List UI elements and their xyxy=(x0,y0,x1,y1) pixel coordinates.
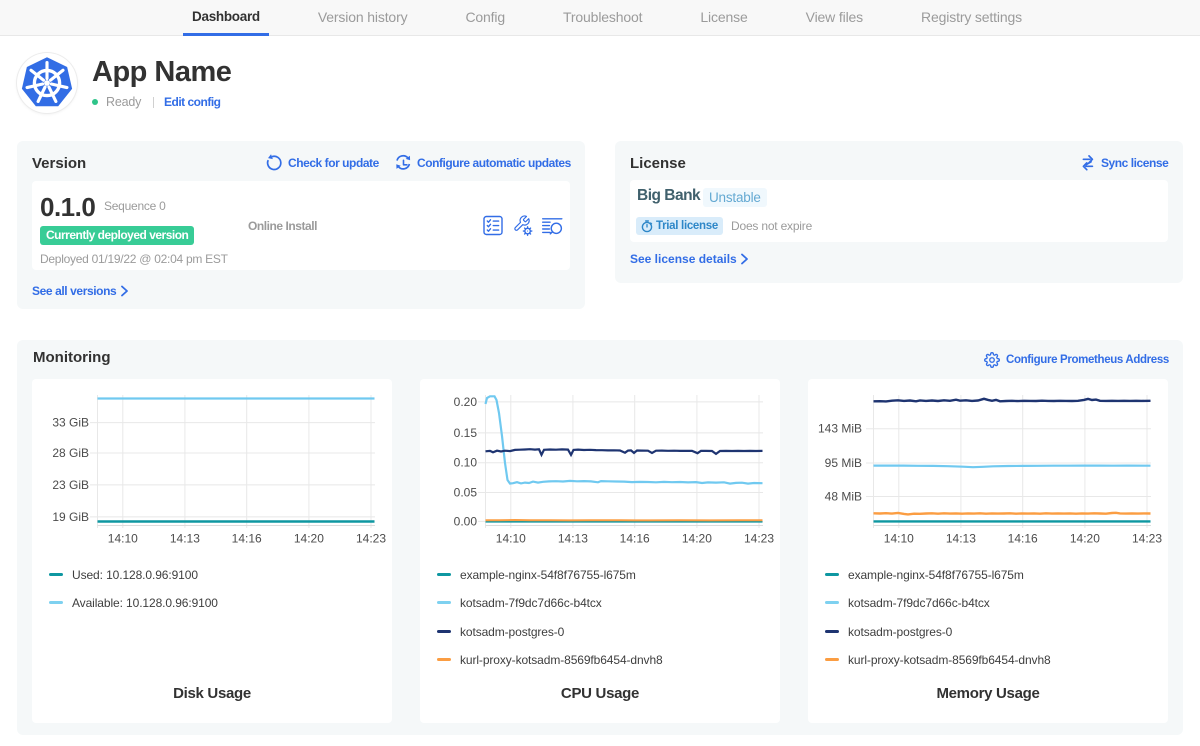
svg-text:14:10: 14:10 xyxy=(496,532,526,546)
svg-text:14:10: 14:10 xyxy=(108,532,138,546)
svg-text:0.05: 0.05 xyxy=(454,486,478,500)
svg-text:14:23: 14:23 xyxy=(356,532,386,546)
svg-text:143 MiB: 143 MiB xyxy=(818,422,862,436)
svg-text:28 GiB: 28 GiB xyxy=(52,446,89,460)
svg-text:95 MiB: 95 MiB xyxy=(825,456,862,470)
svg-text:33 GiB: 33 GiB xyxy=(52,416,89,430)
svg-text:14:13: 14:13 xyxy=(946,532,976,546)
svg-text:0.10: 0.10 xyxy=(454,456,478,470)
svg-text:14:23: 14:23 xyxy=(744,532,774,546)
svg-text:14:20: 14:20 xyxy=(1070,532,1100,546)
svg-text:14:13: 14:13 xyxy=(170,532,200,546)
svg-text:0.15: 0.15 xyxy=(454,426,478,440)
svg-text:23 GiB: 23 GiB xyxy=(52,478,89,492)
svg-text:14:10: 14:10 xyxy=(884,532,914,546)
svg-text:48 MiB: 48 MiB xyxy=(825,490,862,504)
svg-text:14:16: 14:16 xyxy=(620,532,650,546)
svg-text:14:16: 14:16 xyxy=(232,532,262,546)
svg-text:0.20: 0.20 xyxy=(454,395,478,409)
svg-text:14:20: 14:20 xyxy=(682,532,712,546)
svg-text:19 GiB: 19 GiB xyxy=(52,510,89,524)
svg-text:0.00: 0.00 xyxy=(454,514,478,528)
svg-text:14:20: 14:20 xyxy=(294,532,324,546)
svg-text:14:13: 14:13 xyxy=(558,532,588,546)
svg-text:14:23: 14:23 xyxy=(1132,532,1162,546)
svg-text:14:16: 14:16 xyxy=(1008,532,1038,546)
